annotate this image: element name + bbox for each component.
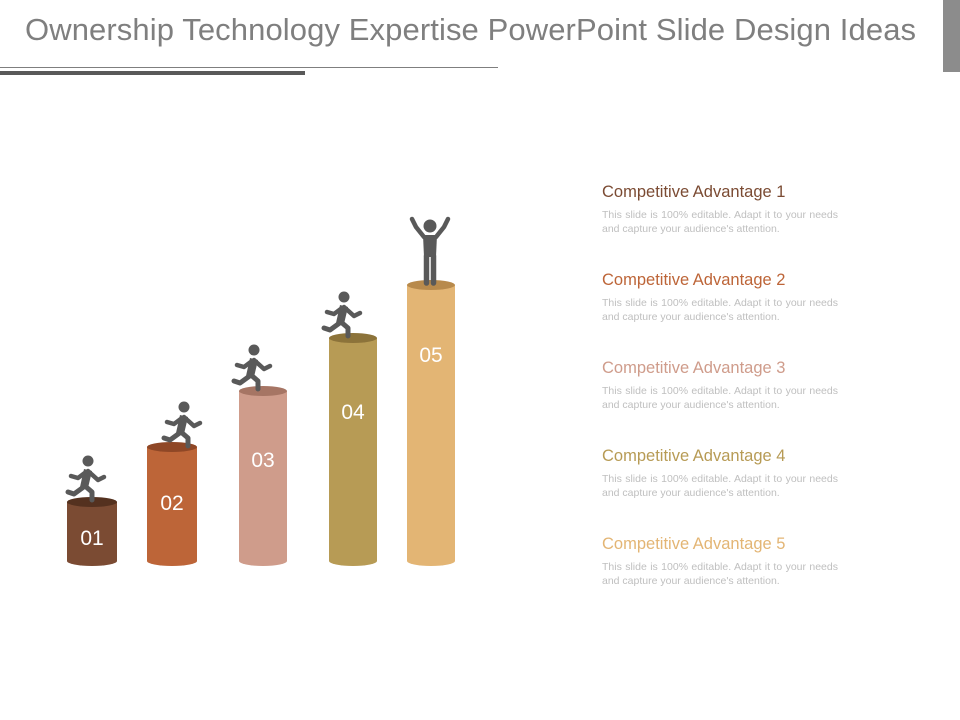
step-column-04: 04 <box>324 292 377 566</box>
column-top-03 <box>239 386 287 396</box>
column-label-04: 04 <box>341 401 365 424</box>
advantage-item-1: Competitive Advantage 1 This slide is 10… <box>602 181 838 269</box>
step-column-01: 01 <box>67 456 117 566</box>
advantage-desc-5: This slide is 100% editable. Adapt it to… <box>602 561 838 587</box>
advantage-title-2: Competitive Advantage 2 <box>602 271 786 289</box>
column-top-05 <box>407 280 455 290</box>
corner-accent-bar <box>943 0 960 72</box>
step-column-05: 05 <box>407 219 455 566</box>
column-shaft-01 <box>67 502 117 561</box>
column-top-02 <box>147 442 197 452</box>
runner-icon <box>68 456 104 501</box>
column-shaft-03 <box>239 391 287 561</box>
column-label-03: 03 <box>251 449 274 472</box>
advantage-desc-4: This slide is 100% editable. Adapt it to… <box>602 473 838 499</box>
column-shaft-02 <box>147 447 197 561</box>
advantage-item-3: Competitive Advantage 3 This slide is 10… <box>602 357 838 445</box>
column-label-05: 05 <box>419 344 442 367</box>
title-underline-thick <box>0 71 305 75</box>
advantage-title-5: Competitive Advantage 5 <box>602 535 786 553</box>
advantage-title-3: Competitive Advantage 3 <box>602 359 786 377</box>
runner-icon <box>164 402 200 447</box>
column-shaft-04 <box>329 338 377 561</box>
advantage-desc-3: This slide is 100% editable. Adapt it to… <box>602 385 838 411</box>
slide-title: Ownership Technology Expertise PowerPoin… <box>25 12 917 47</box>
winner-icon <box>412 219 448 283</box>
runner-icon <box>324 292 360 337</box>
advantage-item-4: Competitive Advantage 4 This slide is 10… <box>602 445 838 533</box>
advantage-item-5: Competitive Advantage 5 This slide is 10… <box>602 533 838 621</box>
title-underline-thin <box>0 67 498 68</box>
advantage-item-2: Competitive Advantage 2 This slide is 10… <box>602 269 838 357</box>
column-top-04 <box>329 333 377 343</box>
advantage-desc-2: This slide is 100% editable. Adapt it to… <box>602 297 838 323</box>
step-column-02: 02 <box>147 402 200 566</box>
advantage-list: Competitive Advantage 1 This slide is 10… <box>602 181 838 621</box>
column-label-02: 02 <box>160 492 183 515</box>
column-shaft-05 <box>407 285 455 561</box>
column-label-01: 01 <box>80 527 103 550</box>
advantage-title-1: Competitive Advantage 1 <box>602 183 786 201</box>
runner-icon <box>234 345 270 390</box>
advantage-title-4: Competitive Advantage 4 <box>602 447 786 465</box>
advantage-desc-1: This slide is 100% editable. Adapt it to… <box>602 209 838 235</box>
step-column-03: 03 <box>234 345 287 566</box>
